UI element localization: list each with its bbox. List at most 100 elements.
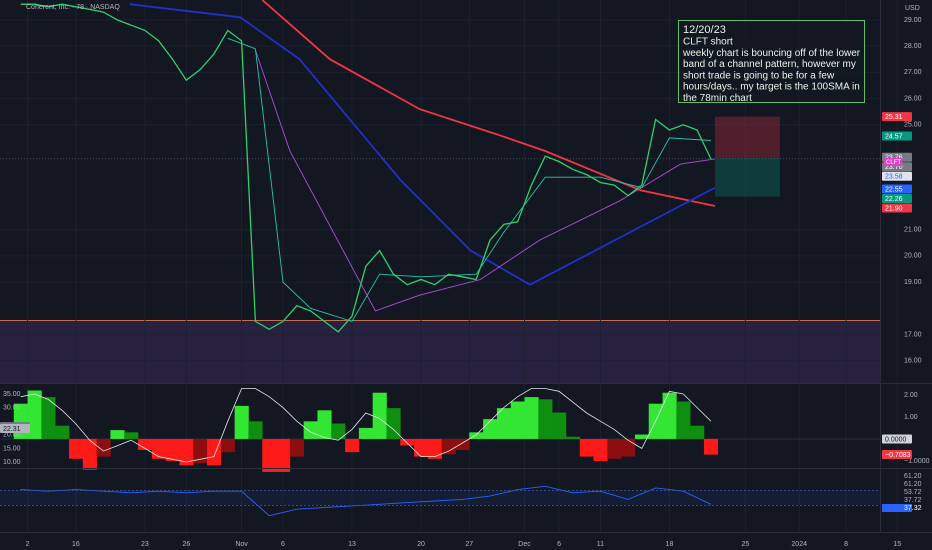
x-tick-label: 2024: [791, 541, 807, 548]
price-tag: [0, 424, 30, 434]
y-tick-label: 35.00: [3, 391, 21, 398]
price-tag: [882, 184, 912, 194]
symbol-tag: [884, 158, 902, 166]
histogram-bar: [82, 438, 97, 470]
histogram-bar: [607, 438, 622, 459]
histogram-bar: [179, 438, 194, 466]
histogram-bar: [248, 421, 263, 439]
price-tag-label: 24.57: [885, 133, 903, 140]
x-tick-label: 6: [557, 541, 561, 548]
y-tick-label: 10.00: [3, 459, 21, 466]
histogram-bar: [96, 438, 111, 457]
moving-average: [129, 3, 716, 286]
histogram-bar: [524, 397, 539, 439]
histogram-bar: [317, 410, 332, 439]
histogram-bar: [193, 438, 208, 464]
histogram-bar: [69, 438, 84, 459]
y-tick-label: 27.00: [904, 69, 922, 76]
symbol-title: Coherent, Inc. · 78 · NASDAQ: [26, 4, 120, 11]
moving-average: [227, 37, 711, 322]
indicator-label: 61.20: [904, 481, 922, 488]
histogram-bar: [220, 438, 235, 453]
stop-zone: [714, 116, 780, 158]
x-tick-label: 15: [893, 541, 901, 548]
histogram-bar: [289, 438, 304, 457]
price-tag: [882, 112, 912, 122]
x-tick-label: 25: [741, 541, 749, 548]
histogram-bar: [303, 421, 318, 439]
annotation-line: CLFT short: [683, 37, 733, 48]
price-tag-label: 21.90: [885, 205, 903, 212]
histogram-bar: [151, 438, 166, 459]
histogram-bar: [676, 401, 691, 439]
x-tick-label: 26: [182, 541, 190, 548]
x-tick-label: 8: [844, 541, 848, 548]
x-tick-label: 11: [597, 541, 604, 548]
histogram-bar: [579, 438, 594, 457]
price-tag-label: 0.0000: [885, 436, 907, 443]
histogram-bar: [483, 419, 498, 439]
x-tick-label: 2: [26, 541, 30, 548]
histogram-bar: [124, 432, 139, 439]
price-tag: [882, 434, 912, 444]
y-tick-label: 25.00: [904, 122, 922, 129]
price-tag-label: 23.58: [885, 174, 903, 181]
histogram-bar: [386, 408, 401, 439]
histogram-bar: [138, 438, 153, 450]
indicator-label: 61.20: [904, 473, 922, 480]
annotation-line: hours/days.. my target is the 100SMA in: [683, 82, 860, 93]
y2-tick-label: 2.00: [904, 392, 918, 399]
x-tick-label: 27: [465, 541, 473, 548]
price-tag-label: 23.70: [885, 164, 903, 171]
annotation-line: the 78min chart: [683, 93, 752, 104]
x-tick-label: 13: [348, 541, 356, 548]
target-zone: [714, 157, 780, 197]
x-tick-label: 23: [141, 541, 149, 548]
price-line: [20, 3, 712, 333]
histogram-bar: [110, 430, 125, 439]
ref-band: [0, 490, 880, 505]
x-tick-label: 18: [666, 541, 674, 548]
y-tick-label: 21.00: [904, 226, 922, 233]
histogram-bar: [27, 390, 42, 439]
moving-average: [254, 49, 716, 312]
histogram-bar: [345, 438, 360, 453]
y2-tick-label: 1.00: [904, 414, 918, 421]
indicator-label: 53.72: [904, 489, 922, 496]
histogram-bar: [565, 436, 581, 439]
histogram-bar: [552, 412, 567, 439]
histogram-bar: [234, 405, 249, 439]
histogram-bar: [621, 438, 636, 457]
histogram-bar: [703, 438, 719, 455]
annotation-line: short trade is going to be for a few: [683, 70, 835, 81]
annotation-date: 12/20/23: [683, 24, 726, 36]
histogram-bar: [690, 425, 705, 439]
histogram-bar: [331, 423, 346, 439]
y-tick-label: 19.00: [904, 279, 922, 286]
histogram-bar: [538, 399, 553, 439]
price-tag: [882, 131, 912, 141]
y2-tick-label: −1.0000: [904, 458, 930, 465]
indicator-label: 37.32: [904, 505, 922, 512]
y-tick-label: 26.00: [904, 95, 922, 102]
histogram-bar: [55, 425, 70, 439]
x-tick-label: Nov: [235, 541, 248, 548]
currency: USD: [905, 5, 920, 12]
price-tag: [882, 203, 912, 213]
histogram-bar: [276, 438, 291, 472]
y-tick-label: 16.00: [904, 358, 922, 365]
x-tick-label: 6: [281, 541, 285, 548]
zone: [0, 320, 880, 383]
price-tag-label: 22.55: [885, 186, 903, 193]
x-tick-label: Dec: [518, 541, 531, 548]
indicator-label: 37.72: [904, 497, 922, 504]
y-tick-label: 20.00: [3, 432, 21, 439]
histogram-bar: [207, 438, 222, 466]
moving-average: [261, 0, 716, 207]
price-tag: [882, 194, 912, 204]
price-tag-label: 22.31: [3, 426, 21, 433]
histogram-bar: [262, 438, 277, 472]
histogram-bar: [634, 434, 650, 439]
y-tick-label: 29.00: [904, 17, 922, 24]
price-tag-label: 22.26: [885, 196, 903, 203]
